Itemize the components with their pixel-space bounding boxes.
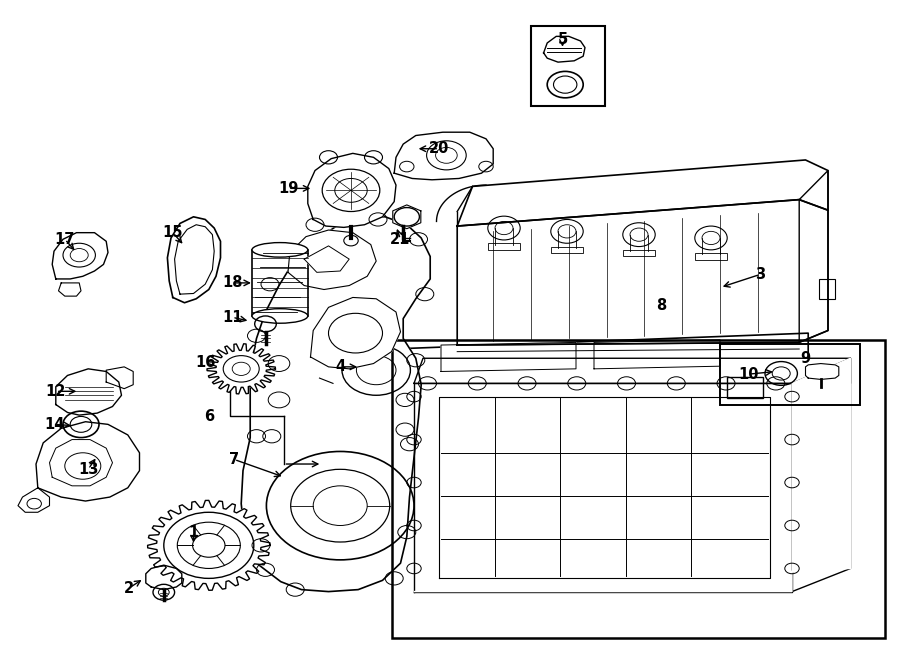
- Bar: [819, 279, 835, 299]
- Polygon shape: [288, 230, 376, 290]
- Bar: [720, 344, 859, 405]
- Polygon shape: [544, 36, 585, 62]
- Text: 20: 20: [429, 141, 449, 156]
- Text: 10: 10: [739, 367, 759, 381]
- Polygon shape: [414, 383, 792, 592]
- Text: 15: 15: [163, 225, 183, 240]
- Ellipse shape: [252, 243, 308, 257]
- Bar: [623, 250, 655, 256]
- Text: 6: 6: [203, 409, 214, 424]
- Polygon shape: [58, 283, 81, 296]
- Polygon shape: [310, 297, 400, 369]
- Polygon shape: [439, 397, 770, 578]
- Text: 5: 5: [557, 32, 568, 47]
- Polygon shape: [414, 358, 850, 383]
- Text: 9: 9: [800, 351, 811, 366]
- Polygon shape: [394, 132, 493, 180]
- Text: 8: 8: [656, 298, 667, 313]
- Polygon shape: [806, 364, 839, 379]
- Polygon shape: [241, 217, 430, 592]
- Text: 12: 12: [46, 384, 66, 399]
- Bar: [252, 250, 308, 316]
- Bar: [727, 377, 763, 398]
- Polygon shape: [799, 171, 828, 342]
- Polygon shape: [594, 340, 720, 369]
- Bar: [695, 253, 727, 260]
- Text: 1: 1: [188, 525, 199, 539]
- Text: 13: 13: [78, 462, 98, 477]
- Polygon shape: [146, 565, 182, 590]
- Text: 19: 19: [278, 181, 298, 196]
- Text: 2: 2: [123, 581, 134, 596]
- Text: 4: 4: [335, 360, 346, 374]
- Polygon shape: [207, 344, 275, 394]
- Polygon shape: [320, 333, 808, 378]
- Polygon shape: [167, 217, 220, 303]
- Bar: [392, 340, 885, 638]
- Polygon shape: [441, 342, 576, 371]
- Polygon shape: [148, 500, 270, 590]
- Bar: [531, 26, 605, 106]
- Polygon shape: [175, 225, 214, 294]
- Polygon shape: [308, 153, 396, 227]
- Polygon shape: [792, 358, 850, 592]
- Polygon shape: [56, 369, 122, 415]
- Text: 3: 3: [755, 267, 766, 282]
- Polygon shape: [414, 358, 850, 592]
- Bar: [488, 243, 520, 250]
- Polygon shape: [18, 488, 50, 512]
- Text: 16: 16: [195, 355, 215, 369]
- Polygon shape: [392, 205, 421, 229]
- Polygon shape: [457, 160, 828, 226]
- Polygon shape: [52, 233, 108, 279]
- Polygon shape: [36, 422, 140, 501]
- Text: 11: 11: [222, 310, 242, 325]
- Text: 14: 14: [44, 417, 64, 432]
- Text: 7: 7: [229, 452, 239, 467]
- Text: 17: 17: [55, 232, 75, 247]
- Text: 18: 18: [222, 276, 242, 290]
- Text: 21: 21: [391, 232, 410, 247]
- Ellipse shape: [252, 309, 308, 323]
- Polygon shape: [50, 440, 112, 486]
- Bar: [551, 247, 583, 253]
- Polygon shape: [304, 246, 349, 272]
- Polygon shape: [457, 200, 828, 345]
- Polygon shape: [106, 367, 133, 389]
